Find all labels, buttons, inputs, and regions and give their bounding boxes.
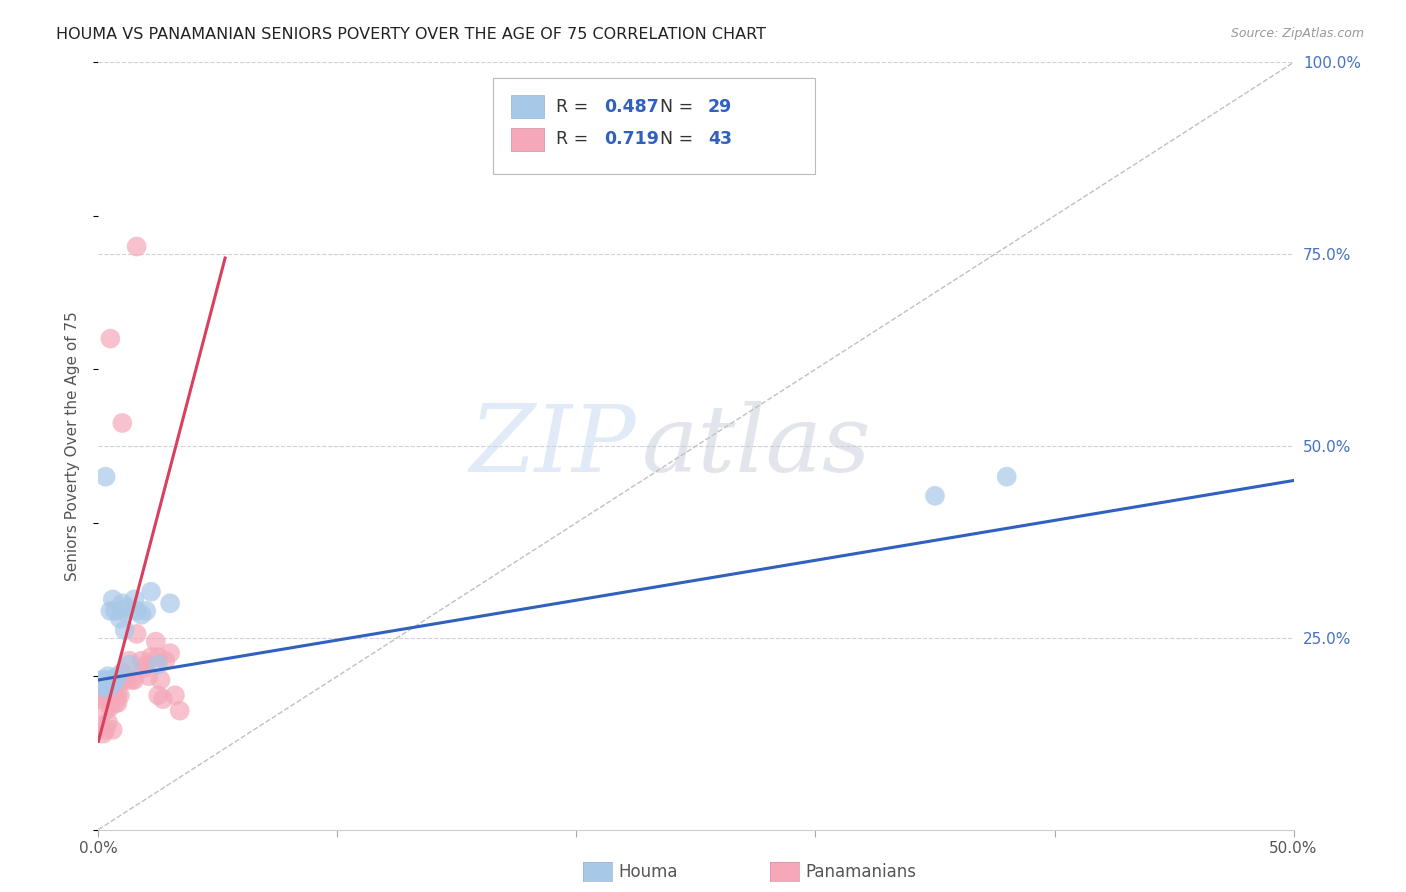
Point (107, 689, 129, 703)
FancyBboxPatch shape (494, 78, 815, 174)
Point (111, 604, 134, 618)
Point (148, 689, 170, 703)
Point (155, 654, 177, 668)
Text: atlas: atlas (643, 401, 872, 491)
Point (108, 689, 131, 703)
Point (94, 723, 117, 737)
Point (115, 673, 138, 687)
Point (94, 677, 117, 691)
Point (104, 696, 127, 710)
Point (101, 677, 124, 691)
Point (111, 416, 134, 430)
Point (148, 649, 170, 664)
Point (118, 657, 141, 672)
Point (924, 489, 946, 503)
Text: Houma: Houma (619, 863, 678, 881)
Point (90, 673, 112, 687)
FancyBboxPatch shape (510, 95, 544, 119)
FancyBboxPatch shape (510, 128, 544, 151)
Text: N =: N = (661, 130, 699, 148)
Point (94, 469, 117, 483)
Point (90, 692, 112, 706)
Text: Panamanians: Panamanians (806, 863, 917, 881)
Text: 43: 43 (709, 130, 733, 148)
Text: HOUMA VS PANAMANIAN SENIORS POVERTY OVER THE AGE OF 75 CORRELATION CHART: HOUMA VS PANAMANIAN SENIORS POVERTY OVER… (56, 27, 766, 42)
Point (125, 627, 148, 641)
Point (135, 657, 157, 672)
Point (115, 600, 138, 615)
Point (107, 696, 129, 710)
Point (135, 604, 157, 618)
Point (97, 692, 120, 706)
Point (163, 689, 186, 703)
Text: N =: N = (661, 98, 699, 116)
Point (90, 719, 112, 733)
Point (101, 723, 124, 737)
Point (94, 689, 117, 703)
Point (159, 646, 181, 660)
Point (139, 649, 162, 664)
Point (139, 584, 162, 599)
Point (131, 654, 153, 668)
Point (97, 715, 120, 730)
Point (98, 684, 122, 698)
Point (98, 673, 122, 687)
Point (91, 681, 114, 695)
Y-axis label: Seniors Poverty Over the Age of 75: Seniors Poverty Over the Age of 75 (65, 311, 80, 581)
Text: 29: 29 (709, 98, 733, 116)
Point (104, 689, 127, 703)
Point (111, 665, 134, 680)
Point (101, 592, 124, 607)
Point (138, 669, 160, 683)
Point (118, 654, 141, 668)
Point (104, 673, 127, 687)
Point (94, 673, 117, 687)
Point (121, 673, 143, 687)
Point (98, 699, 122, 714)
Point (91, 692, 114, 706)
Point (159, 596, 181, 610)
Point (152, 692, 174, 706)
Text: R =: R = (557, 130, 593, 148)
Point (97, 681, 120, 695)
Point (149, 673, 172, 687)
Point (97, 669, 120, 683)
Point (124, 673, 146, 687)
Point (111, 596, 134, 610)
Point (98, 604, 122, 618)
Text: R =: R = (557, 98, 593, 116)
Text: 0.487: 0.487 (605, 98, 658, 116)
Point (148, 657, 170, 672)
Point (995, 469, 1018, 483)
Point (107, 669, 129, 683)
Point (98, 332, 122, 346)
Point (114, 623, 136, 637)
Point (124, 592, 146, 607)
Point (169, 704, 191, 718)
Point (91, 726, 114, 740)
Point (111, 673, 134, 687)
Point (125, 239, 148, 253)
Point (101, 681, 124, 695)
Point (125, 604, 148, 618)
Point (114, 669, 136, 683)
Point (94, 704, 117, 718)
Point (145, 634, 167, 648)
Text: ZIP: ZIP (470, 401, 637, 491)
Text: Source: ZipAtlas.com: Source: ZipAtlas.com (1230, 27, 1364, 40)
Point (108, 612, 131, 626)
Point (104, 604, 127, 618)
Point (132, 661, 155, 675)
Point (131, 607, 153, 622)
Text: 0.719: 0.719 (605, 130, 659, 148)
